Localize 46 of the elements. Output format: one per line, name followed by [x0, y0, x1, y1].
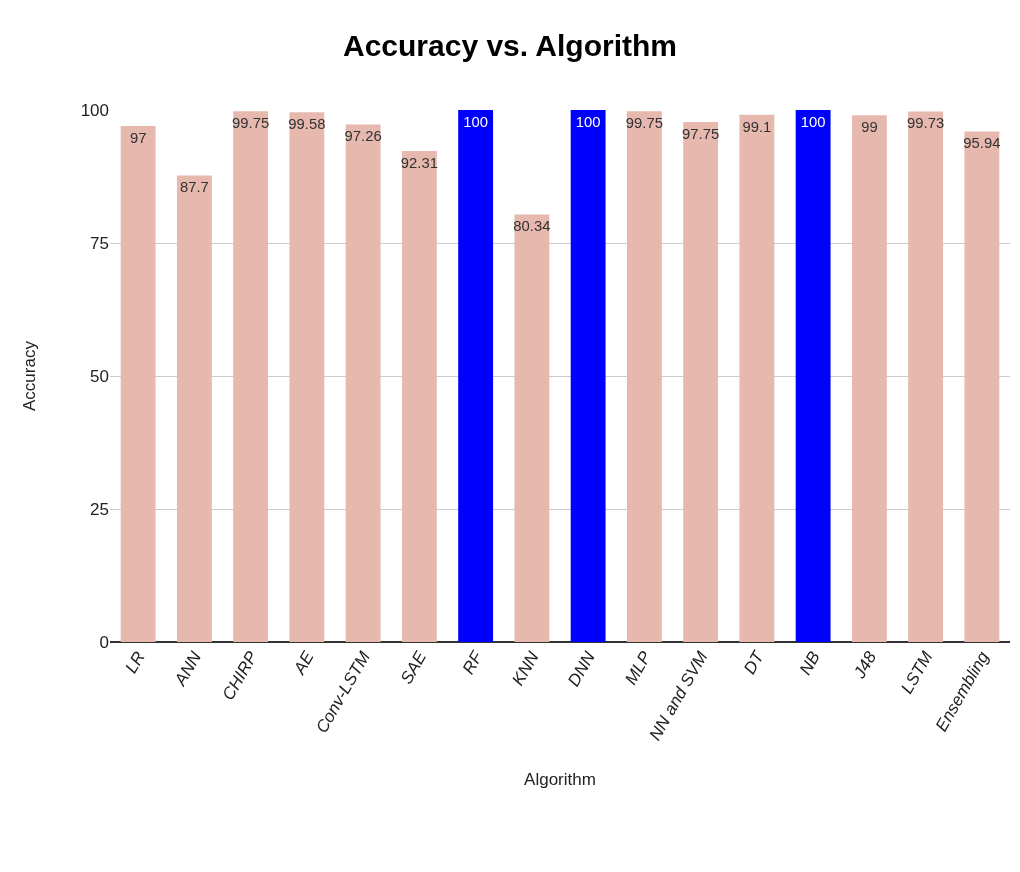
- bar: [233, 111, 269, 642]
- bar: [345, 124, 381, 642]
- x-tick-label: DT: [739, 646, 769, 678]
- bar: [289, 112, 325, 642]
- x-tick-label: NB: [795, 648, 824, 679]
- data-label: 99.75: [625, 115, 663, 132]
- data-label: 95.94: [963, 135, 1001, 152]
- x-tick-label: AE: [289, 647, 319, 679]
- data-label: 100: [575, 113, 601, 130]
- x-axis-title: Algorithm: [524, 770, 596, 790]
- data-label: 99: [861, 119, 878, 136]
- data-label: 99.75: [232, 115, 270, 132]
- bar: [120, 125, 156, 642]
- data-label: 80.34: [513, 218, 551, 235]
- data-label: 99.58: [288, 116, 326, 133]
- x-tick-label: LR: [121, 648, 149, 677]
- x-tick-label: J48: [849, 647, 881, 683]
- y-tick-label: 100: [80, 100, 109, 120]
- bar: [964, 131, 1000, 642]
- bar: [739, 114, 775, 642]
- data-label: 100: [463, 113, 488, 130]
- y-tick-label: 75: [90, 233, 109, 253]
- data-label: 97: [129, 129, 147, 146]
- bar: [514, 214, 550, 642]
- data-label: 99.1: [742, 118, 772, 135]
- x-tick-label: RF: [458, 646, 488, 678]
- bar: [626, 111, 662, 642]
- y-tick-label: 0: [99, 632, 109, 652]
- bar: [176, 175, 212, 642]
- data-label: 97.75: [682, 125, 720, 142]
- data-label: 87.7: [179, 179, 209, 196]
- chart-title: Accuracy vs. Algorithm: [343, 28, 677, 62]
- bar: [851, 115, 887, 642]
- y-tick-label: 25: [90, 499, 109, 519]
- bar: [795, 110, 831, 642]
- data-label: 92.31: [400, 154, 438, 171]
- data-label: 100: [800, 113, 826, 130]
- bar: [401, 150, 437, 642]
- data-label: 99.73: [907, 115, 945, 132]
- y-tick-label: 50: [90, 366, 109, 386]
- bar: [458, 110, 494, 642]
- data-label: 97.26: [344, 128, 382, 145]
- bar: [570, 110, 606, 642]
- bar: [683, 121, 719, 642]
- bar: [908, 111, 944, 642]
- y-axis-title: Accuracy: [20, 340, 40, 411]
